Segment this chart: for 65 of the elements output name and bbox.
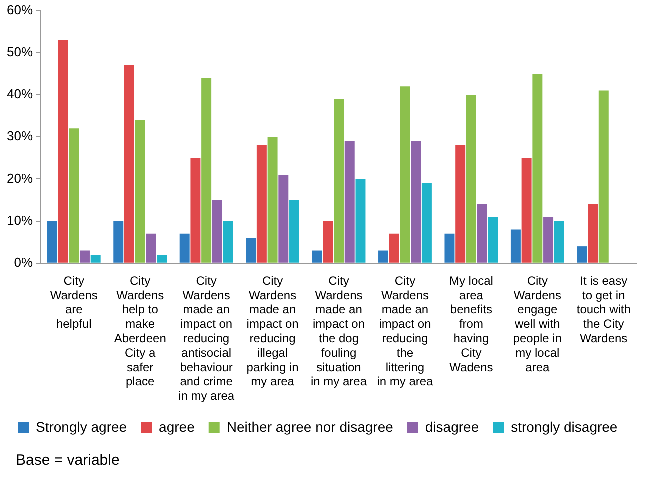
bar xyxy=(135,120,146,263)
bar xyxy=(488,217,498,263)
y-tick-label: 20% xyxy=(6,170,34,186)
bar xyxy=(466,95,476,263)
bar xyxy=(456,146,466,263)
y-tick-label: 50% xyxy=(6,44,34,60)
bar xyxy=(256,146,267,263)
x-tick-label: It is easy to get in touch with the City Wardens xyxy=(576,274,631,346)
bar xyxy=(344,141,355,263)
bar xyxy=(544,217,554,263)
bar xyxy=(400,86,410,263)
x-tick-label: City Wardens made an impact on the dog fouling situation in my area xyxy=(310,274,368,389)
legend-label: Strongly agree xyxy=(36,418,128,435)
bar xyxy=(290,200,300,263)
y-tick-label: 30% xyxy=(6,128,34,144)
bar xyxy=(422,183,432,263)
bar xyxy=(477,204,488,263)
bar xyxy=(522,158,532,263)
x-tick-label: My local area benefits from having City Wadens xyxy=(449,274,494,374)
bar xyxy=(312,250,322,263)
bar xyxy=(223,221,234,263)
bar xyxy=(411,141,422,263)
bar xyxy=(180,234,190,263)
x-tick-label: City Wardens made an impact on reducing the littering in my area xyxy=(377,274,434,389)
bar xyxy=(389,234,400,263)
bar xyxy=(69,128,80,263)
y-tick-label: 0% xyxy=(14,254,34,270)
category-label: City Wardens made an impact on reducing antisocial behaviour and crime in my area xyxy=(178,274,235,404)
bar xyxy=(510,230,521,263)
bar xyxy=(356,179,366,263)
bar xyxy=(588,204,598,263)
x-tick-label: City Wardens are helpful xyxy=(50,274,98,332)
legend-label: disagree xyxy=(425,418,480,435)
bar xyxy=(532,74,543,263)
bar xyxy=(268,137,278,263)
bar xyxy=(212,200,222,263)
bar xyxy=(114,221,124,263)
bar xyxy=(190,158,201,263)
legend-label: strongly disagree xyxy=(511,418,618,435)
y-tick-label: 40% xyxy=(6,86,34,102)
bar xyxy=(334,99,344,263)
bar xyxy=(47,221,58,263)
x-tick-label: City Wardens help to make Aberdeen City a safer place xyxy=(114,274,166,389)
bar xyxy=(80,250,90,263)
bar xyxy=(278,174,289,263)
bar xyxy=(577,246,588,263)
y-tick-label: 60% xyxy=(6,2,34,18)
bar xyxy=(124,66,134,263)
bar xyxy=(202,78,212,263)
bar xyxy=(323,221,334,263)
bar xyxy=(554,221,564,263)
text: Base = variable xyxy=(16,452,120,469)
bar xyxy=(444,234,455,263)
bar xyxy=(58,40,68,263)
y-tick-label: 10% xyxy=(6,212,34,228)
bar xyxy=(378,250,389,263)
legend-label: Neither agree nor disagree xyxy=(226,418,394,435)
bar xyxy=(246,238,256,263)
legend-label: agree xyxy=(159,418,196,435)
bar xyxy=(146,234,156,263)
x-tick-label: City Wardens made an impact on reducing illegal parking in my area xyxy=(246,274,299,389)
bar xyxy=(90,254,101,263)
x-tick-label: City Wardens engage well with people in my local area xyxy=(513,274,562,374)
bar xyxy=(598,90,609,263)
bar xyxy=(157,254,168,263)
